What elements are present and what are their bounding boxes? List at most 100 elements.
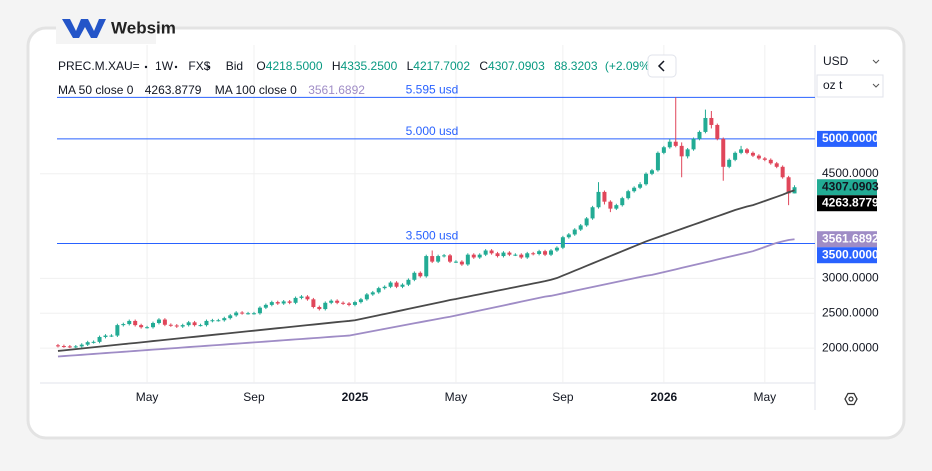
ohlc-key: L [407,59,414,73]
candle-body [341,302,346,304]
candle-body [317,306,322,310]
candle-body [566,234,571,238]
unit-select[interactable] [816,74,884,98]
candle-body [649,170,654,174]
settings-icon [844,392,858,406]
candle-body [780,166,785,178]
candle-body [661,147,666,153]
candle-body [174,325,179,327]
candle-body [537,251,542,254]
candle-body [246,313,251,315]
candle-body [145,327,150,329]
ma-name: MA 100 close 0 [215,83,297,97]
candle-body [168,324,173,326]
symbol: PREC.M.XAU= [58,59,140,73]
candle-body [323,302,328,310]
candle-body [115,325,120,336]
x-tick-label: May [136,390,159,404]
candle-body [596,191,601,208]
candle-body [329,300,334,303]
candle-body [234,312,239,316]
candle-body [103,335,108,337]
ohlc-value: 4335.2500 [341,59,398,73]
candle-body [721,138,726,167]
candle-body [448,255,453,262]
candle-body [727,159,732,167]
ohlc-value: 4217.7002 [413,59,470,73]
candle-body [644,173,649,185]
legend-line-1: PREC.M.XAU= 1W FX$ Bid O4218.5000 H4335.… [58,59,654,73]
currency[interactable]: USD [823,54,849,68]
candle-body [543,251,548,255]
candle-body [489,250,494,254]
chevron-down [872,59,880,64]
candle-body [162,319,167,325]
candle-body [756,155,761,159]
candle-body [299,296,304,298]
ma-axis-label: 3561.6892 [822,231,879,245]
ma-axis-label-bg [817,231,877,248]
candle-body [703,117,708,132]
candle-body [774,163,779,167]
x-tick-label: Sep [552,390,574,404]
candle-body [554,247,559,251]
candle-body [733,152,738,160]
candle-body [61,346,66,348]
separator [207,65,211,69]
candle-body [620,198,625,206]
x-tick-label: May [445,390,468,404]
candle-body [180,325,185,327]
candle-body [424,256,429,277]
ohlc-key: H [332,59,341,73]
candle-body [210,320,215,322]
change: 88.3203 [554,59,598,73]
candle-body [513,254,518,256]
candle-body [275,302,280,304]
candle-body [412,272,417,280]
candle-body [364,294,369,300]
last-price-label: 4307.0903 [822,179,879,193]
x-tick-label: May [753,390,776,404]
brand: Websim [111,18,176,37]
candle-body [667,141,672,148]
change-pct: (+2.09%) [605,59,654,73]
candle-body [608,201,613,209]
ohlc-key: C [479,59,488,73]
candle-body [548,250,553,255]
candle-body [483,250,488,255]
candle-body [281,301,286,304]
candle-body [121,324,126,326]
ma-line [57,189,795,352]
ohlc-key: O [256,59,265,73]
candle-body [442,255,447,257]
candle-body [519,254,524,258]
settings[interactable] [844,392,858,406]
candle-body [139,325,144,328]
y-tick-label: 2500.0000 [822,305,879,319]
logo[interactable]: Websim [62,18,176,38]
chevron-down [872,83,880,88]
interval: 1W [155,59,174,73]
separator [174,65,178,69]
candle-body [430,256,435,262]
candle-body [584,218,589,226]
candle-body [679,145,684,157]
unit: oz t [823,78,843,92]
candle-body [465,254,470,265]
candle-body [192,322,197,326]
candle-body [750,152,755,156]
candle-body [436,256,441,262]
candle-body [400,284,405,287]
candle-body [632,187,637,192]
candle-body [394,282,399,287]
y-tick-label: 2000.0000 [822,340,879,354]
candle-body [495,253,500,257]
candle-body [222,318,227,321]
candle-body [216,320,221,322]
side: Bid [226,59,243,73]
candle-body [638,184,643,188]
x-tick-label: 2026 [650,390,677,404]
collapse-button[interactable] [647,54,677,78]
candle-body [358,299,363,303]
